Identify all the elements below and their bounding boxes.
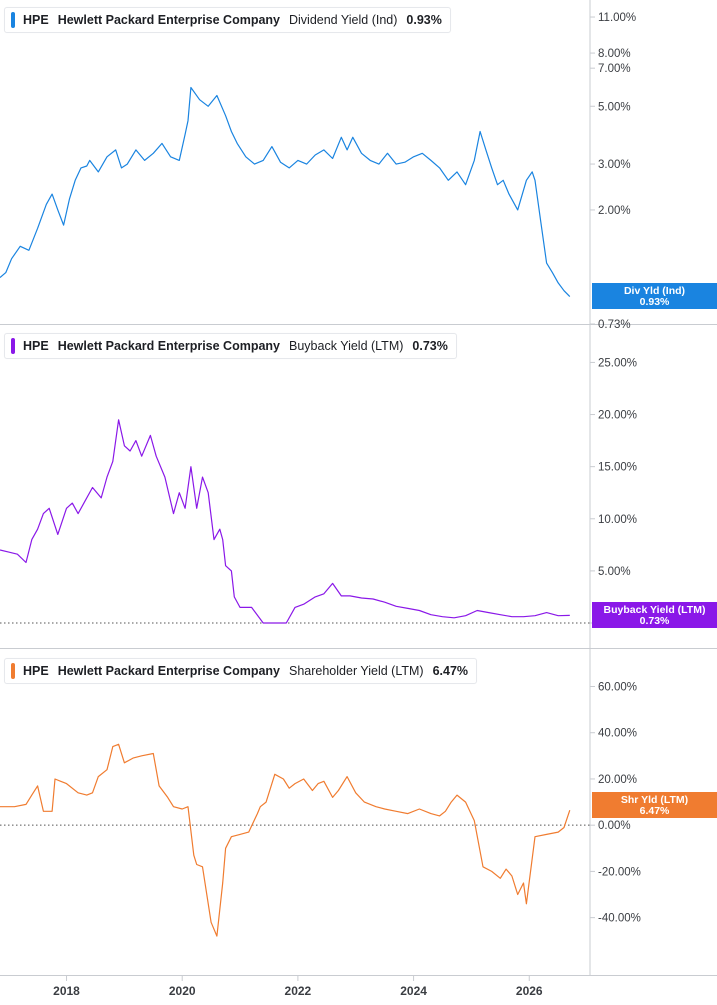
legend-value: 0.93% — [406, 13, 442, 27]
legend-metric: Shareholder Yield (LTM) — [289, 664, 424, 678]
legend-value: 6.47% — [432, 664, 469, 678]
y-tick-label: 2.00% — [598, 205, 631, 217]
legend-swatch-buyback — [11, 338, 15, 354]
y-tick-label: 25.00% — [598, 357, 637, 369]
legend-company: Hewlett Packard Enterprise Company — [57, 13, 280, 27]
legend-ticker: HPE — [23, 13, 49, 27]
current-value-label-buyback — [592, 602, 717, 628]
current-value-name: Shr Yld (LTM) — [621, 794, 688, 806]
y-tick-label: 40.00% — [598, 728, 637, 740]
legend-buyback-yield[interactable]: HPE Hewlett Packard Enterprise Company B… — [4, 333, 457, 359]
current-value-number: 6.47% — [640, 805, 670, 817]
x-tick-label: 2026 — [516, 984, 543, 998]
legend-swatch-dividend — [11, 12, 15, 28]
legend-metric: Buyback Yield (LTM) — [289, 339, 404, 353]
current-value-number: 0.73% — [640, 615, 670, 627]
x-tick-label: 2022 — [285, 984, 312, 998]
current-value-label-shareholder — [592, 792, 717, 818]
legend-value: 0.73% — [412, 339, 448, 353]
y-tick-label: 5.00% — [598, 566, 631, 578]
y-tick-label: 11.00% — [598, 12, 636, 24]
y-tick-label: 5.00% — [598, 101, 631, 113]
series-line-shareholder — [0, 743, 571, 937]
legend-dividend-yield[interactable]: HPE Hewlett Packard Enterprise Company D… — [4, 7, 451, 33]
legend-shareholder-yield[interactable]: HPE Hewlett Packard Enterprise Company S… — [4, 658, 478, 684]
current-value-label-dividend — [592, 283, 717, 309]
y-tick-label: -20.00% — [598, 866, 641, 878]
current-value-name: Buyback Yield (LTM) — [604, 604, 706, 616]
legend-swatch-shareholder — [11, 663, 15, 679]
current-value-name: Div Yld (Ind) — [624, 285, 685, 297]
y-tick-label: 20.00% — [598, 774, 637, 786]
current-value-number: 0.93% — [640, 296, 670, 308]
y-tick-label: 60.00% — [598, 681, 637, 693]
y-tick-label: 0.00% — [598, 820, 631, 832]
legend-ticker: HPE — [23, 339, 49, 353]
legend-metric: Dividend Yield (Ind) — [289, 13, 398, 27]
y-tick-label: 3.00% — [598, 159, 631, 171]
legend-company: Hewlett Packard Enterprise Company — [57, 664, 280, 678]
series-line-buyback — [0, 419, 570, 624]
y-tick-label: 8.00% — [598, 48, 631, 60]
series-line-dividend — [0, 86, 571, 298]
y-tick-label: 10.00% — [598, 514, 637, 526]
legend-ticker: HPE — [23, 664, 49, 678]
y-tick-label: 15.00% — [598, 462, 637, 474]
y-tick-label: -40.00% — [598, 913, 641, 925]
y-tick-label: 20.00% — [598, 410, 637, 422]
y-tick-label: 7.00% — [598, 63, 631, 75]
x-tick-label: 2020 — [169, 984, 196, 998]
x-tick-label: 2018 — [53, 984, 80, 998]
y-tick-label: 0.73% — [598, 319, 631, 331]
legend-company: Hewlett Packard Enterprise Company — [57, 339, 280, 353]
x-tick-label: 2024 — [400, 984, 427, 998]
